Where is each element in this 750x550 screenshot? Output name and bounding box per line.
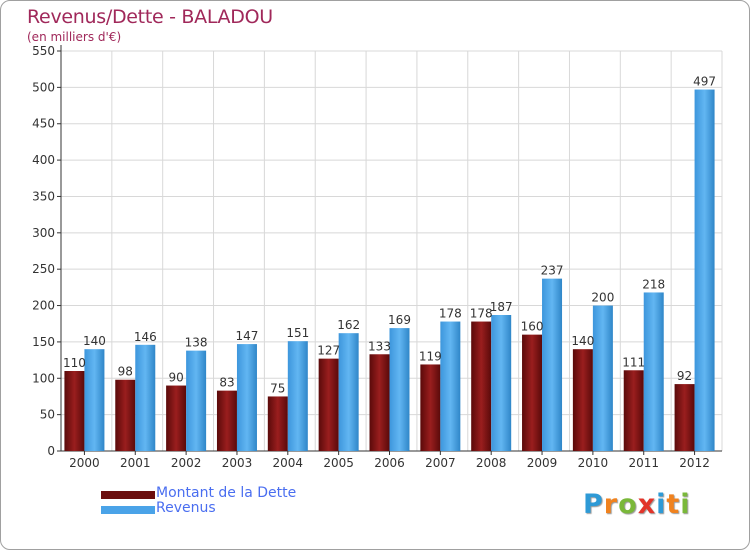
legend-label-revenus: Revenus [156,500,216,516]
y-tick-label-150: 150 [32,335,55,349]
bar-dette-2012 [674,384,695,451]
y-tick-label-350: 350 [32,189,55,203]
y-tick-label-300: 300 [32,226,55,240]
chart-subtitle: (en milliers d'€) [27,30,122,44]
x-tick-label-2000: 2000 [69,456,100,470]
bar-revenus-2006 [389,328,410,451]
bar-dette-2001 [115,379,136,451]
data-label-revenus-2003: 147 [236,329,259,343]
data-label-dette-2000: 110 [63,356,86,370]
logo-letter: x [637,489,657,520]
data-label-revenus-2009: 237 [541,264,564,278]
data-label-dette-2009: 160 [521,320,544,334]
x-tick-label-2003: 2003 [222,456,253,470]
bar-dette-2003 [216,390,237,451]
y-tick-label-200: 200 [32,299,55,313]
logo-letter: r [603,489,619,520]
legend-label-debt: Montant de la Dette [156,485,297,501]
data-label-dette-2012: 92 [677,369,692,383]
x-tick-label-2007: 2007 [425,456,456,470]
bar-dette-2011 [623,370,644,451]
logo-letter: o [618,489,638,520]
data-label-dette-2001: 98 [118,365,133,379]
x-tick-label-2001: 2001 [120,456,151,470]
y-tick-label-450: 450 [32,117,55,131]
x-tick-label-2012: 2012 [679,456,710,470]
bar-revenus-2001 [135,344,156,451]
y-tick-label-250: 250 [32,262,55,276]
x-tick-label-2009: 2009 [527,456,558,470]
data-label-revenus-2012: 497 [693,75,716,89]
data-label-revenus-2010: 200 [591,291,614,305]
data-label-revenus-2000: 140 [83,334,106,348]
data-label-dette-2003: 83 [219,376,234,390]
data-label-revenus-2011: 218 [642,277,665,291]
bar-dette-2000 [64,371,85,451]
logo-letter: i [680,489,691,520]
bar-dette-2002 [166,385,187,451]
proxiti-logo: Proxiti [583,489,691,520]
data-label-dette-2002: 90 [168,371,183,385]
data-label-revenus-2002: 138 [185,336,208,350]
chart-title: Revenus/Dette - BALADOU [27,6,273,28]
x-tick-label-2006: 2006 [374,456,405,470]
bar-dette-2010 [572,349,593,451]
data-label-dette-2005: 127 [317,344,340,358]
y-tick-label-0: 0 [47,444,55,458]
bar-dette-2006 [369,354,390,451]
bar-revenus-2002 [186,350,207,451]
y-tick-label-100: 100 [32,371,55,385]
y-tick-label-550: 550 [32,44,55,58]
bar-revenus-2003 [236,344,257,451]
bar-dette-2009 [522,334,543,451]
bar-dette-2004 [267,396,288,451]
bar-revenus-2011 [643,292,664,451]
bar-revenus-2012 [694,89,715,451]
data-label-revenus-2005: 162 [337,318,360,332]
x-tick-label-2011: 2011 [628,456,659,470]
bar-dette-2007 [420,364,441,451]
logo-letter: i [656,489,667,520]
logo-letter: t [666,489,681,520]
data-label-revenus-2006: 169 [388,313,411,327]
data-label-revenus-2004: 151 [286,326,309,340]
data-label-revenus-2007: 178 [439,307,462,321]
x-tick-label-2005: 2005 [323,456,354,470]
data-label-dette-2008: 178 [470,307,493,321]
bar-revenus-2000 [84,349,105,451]
bar-revenus-2010 [592,305,613,451]
data-label-dette-2010: 140 [571,334,594,348]
bar-revenus-2007 [440,321,461,451]
data-label-dette-2006: 133 [368,339,391,353]
logo-letter: P [583,489,604,520]
bar-dette-2005 [318,358,339,451]
bar-revenus-2009 [542,278,563,451]
y-tick-label-50: 50 [40,408,55,422]
x-tick-label-2008: 2008 [476,456,507,470]
legend-swatch-revenus [101,506,155,514]
bar-dette-2008 [471,321,492,451]
y-tick-label-500: 500 [32,80,55,94]
data-label-revenus-2008: 187 [490,300,513,314]
data-label-dette-2011: 111 [622,355,645,369]
data-label-dette-2004: 75 [270,381,285,395]
x-tick-label-2004: 2004 [273,456,304,470]
x-tick-label-2002: 2002 [171,456,202,470]
bar-revenus-2008 [491,315,512,451]
data-label-dette-2007: 119 [419,349,442,363]
x-tick-label-2010: 2010 [578,456,609,470]
legend-swatch-debt [101,491,155,499]
y-tick-label-400: 400 [32,153,55,167]
bar-revenus-2004 [287,341,308,451]
data-label-revenus-2001: 146 [134,330,157,344]
bar-revenus-2005 [338,333,359,451]
